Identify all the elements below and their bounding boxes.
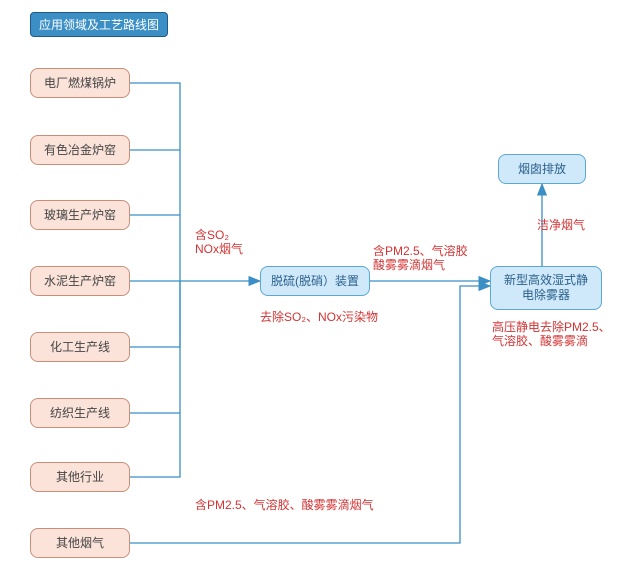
node-p2: 新型高效湿式静 电除雾器 bbox=[490, 266, 602, 310]
label-l1: 含SO₂ NOx烟气 bbox=[195, 228, 243, 257]
edge-n5 bbox=[130, 281, 180, 347]
label-l5: 高压静电去除PM2.5、 气溶胶、酸雾雾滴 bbox=[492, 320, 611, 349]
edge-n1 bbox=[130, 83, 180, 281]
diagram-title: 应用领域及工艺路线图 bbox=[30, 12, 168, 37]
node-n4: 水泥生产炉窑 bbox=[30, 266, 130, 296]
node-n5: 化工生产线 bbox=[30, 332, 130, 362]
node-p3: 烟囱排放 bbox=[498, 154, 586, 184]
node-n7: 其他行业 bbox=[30, 462, 130, 492]
node-n2: 有色冶金炉窑 bbox=[30, 135, 130, 165]
node-p1: 脱硫(脱硝）装置 bbox=[260, 266, 370, 296]
label-l4: 洁净烟气 bbox=[537, 218, 585, 232]
node-n6: 纺织生产线 bbox=[30, 398, 130, 428]
node-n1: 电厂燃煤锅炉 bbox=[30, 68, 130, 98]
label-l6: 含PM2.5、气溶胶、酸雾雾滴烟气 bbox=[195, 498, 374, 512]
node-n8: 其他烟气 bbox=[30, 528, 130, 558]
edge-n7 bbox=[130, 281, 180, 477]
label-l2: 去除SO₂、NOx污染物 bbox=[260, 310, 378, 324]
node-n3: 玻璃生产炉窑 bbox=[30, 200, 130, 230]
label-l3: 含PM2.5、气溶胶 酸雾雾滴烟气 bbox=[373, 244, 468, 273]
